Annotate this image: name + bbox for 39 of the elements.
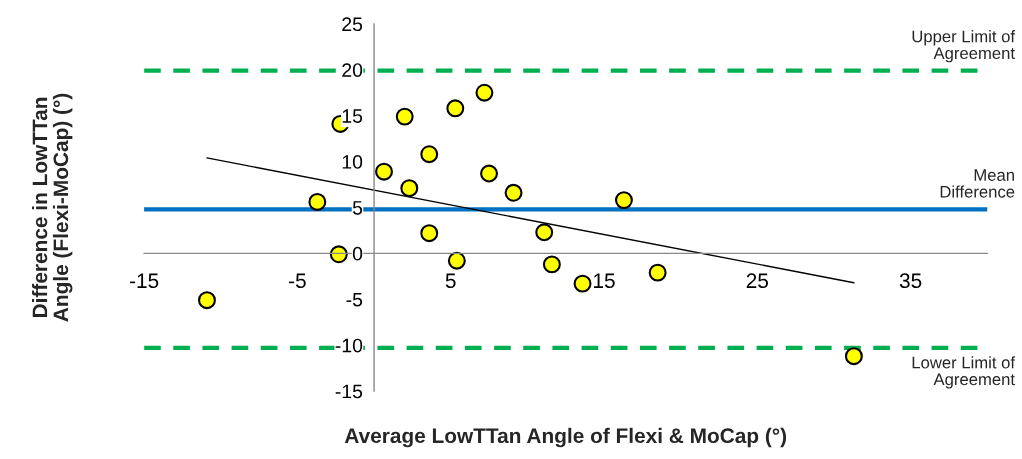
y-tick-label: 10 (342, 155, 363, 169)
y-tick-label: 20 (342, 63, 363, 77)
point (329, 245, 348, 264)
y-tick-label: -10 (335, 338, 363, 353)
point (844, 347, 863, 366)
point (447, 251, 466, 270)
x-axis-title: Average LowTTan Angle of Flexi & MoCap (°) (344, 427, 787, 448)
point (504, 183, 523, 202)
x-tick-label: 35 (899, 273, 922, 289)
point (648, 263, 667, 282)
point (395, 107, 414, 126)
ref-line-label: Mean Difference (940, 169, 1015, 198)
y-tick-label: -5 (346, 292, 363, 307)
point (542, 255, 561, 274)
x-tick-label: 5 (445, 273, 456, 289)
y-tick-label: -15 (335, 384, 363, 399)
ref-line-label: Upper Limit of Agreement (912, 30, 1016, 63)
point (535, 223, 554, 242)
x-tick-label: -5 (289, 273, 306, 289)
point (614, 191, 633, 210)
point (420, 224, 439, 243)
point (480, 164, 498, 183)
point (446, 99, 465, 118)
y-tick-label: 25 (342, 17, 363, 32)
ref-line-label: Lower Limit of Agreement (912, 356, 1016, 389)
point (420, 145, 439, 164)
point (198, 291, 216, 310)
y-tick-label: 0 (352, 246, 363, 261)
y-tick-label: 15 (342, 109, 363, 123)
x-tick-label: -15 (129, 273, 159, 289)
y-axis-title: Difference in LowTTan Angle (Flexi-MoCap) (°) (31, 93, 73, 322)
x-tick-label: 25 (746, 273, 769, 289)
point (400, 179, 419, 198)
x-tick-label: 15 (594, 273, 615, 289)
point (573, 274, 592, 293)
point (475, 83, 494, 102)
y-tick-label: 5 (352, 201, 363, 215)
point (375, 162, 393, 181)
point (308, 193, 327, 211)
